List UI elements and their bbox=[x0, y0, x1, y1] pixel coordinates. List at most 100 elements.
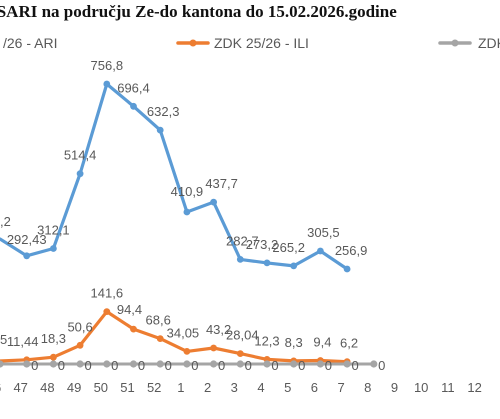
point-26-ari-48 bbox=[50, 245, 57, 252]
chart-title: /SARI na području Ze-do kantona do 15.02… bbox=[0, 2, 397, 21]
point-zdk-6 bbox=[316, 360, 324, 368]
x-tick-5: 5 bbox=[284, 380, 291, 395]
x-tick-49: 49 bbox=[67, 380, 81, 395]
series-line-26-ari bbox=[0, 82, 349, 271]
data-label-zdk-5: 0 bbox=[298, 358, 305, 373]
data-label-ili-partial: 5 bbox=[0, 332, 7, 347]
legend-marker-zdk bbox=[451, 39, 459, 47]
x-tick-9: 9 bbox=[391, 380, 398, 395]
data-label-26-ari-5: 265,2 bbox=[272, 240, 305, 255]
x-tick-8: 8 bbox=[364, 380, 371, 395]
data-label-zdk-25-26-ili-4: 12,3 bbox=[254, 333, 279, 348]
point-zdk-52 bbox=[156, 360, 164, 368]
point-26-ari-4 bbox=[263, 259, 271, 267]
chart-legend: /26 - ARI ZDK 25/26 - ILI ZDK bbox=[3, 35, 500, 51]
point-zdk-25-26-ili-50 bbox=[103, 308, 111, 315]
point-zdk-1 bbox=[183, 360, 191, 368]
data-label-26-ari-7: 256,9 bbox=[335, 243, 368, 258]
x-axis-ticks: 46474849505152123456789101112 bbox=[0, 380, 482, 395]
data-label-zdk-48: 0 bbox=[58, 358, 65, 373]
data-label-zdk-25-26-ili-5: 8,3 bbox=[285, 335, 303, 350]
data-label-zdk-2: 0 bbox=[218, 358, 225, 373]
point-zdk-25-26-ili-52 bbox=[156, 335, 164, 342]
data-label-ari-partial: ,2 bbox=[0, 214, 11, 229]
data-label-zdk-1: 0 bbox=[191, 358, 198, 373]
x-tick-47: 47 bbox=[13, 380, 27, 395]
series-26-ari bbox=[0, 80, 351, 273]
legend-label-26-ari: /26 - ARI bbox=[3, 35, 57, 51]
point-zdk-25-26-ili-49 bbox=[76, 341, 84, 349]
data-label-zdk-8: 0 bbox=[378, 358, 385, 373]
data-label-zdk-25-26-ili-51: 94,4 bbox=[117, 302, 142, 317]
point-zdk-4 bbox=[263, 360, 271, 368]
x-tick-1: 1 bbox=[177, 380, 184, 395]
series-line-zdk-25-26-ili bbox=[0, 310, 349, 364]
data-label-zdk-49: 0 bbox=[84, 358, 91, 373]
point-zdk-3 bbox=[236, 360, 244, 368]
legend-marker-zdk-25-26-ili bbox=[189, 39, 197, 47]
point-zdk-8 bbox=[370, 360, 378, 368]
point-26-ari-49 bbox=[76, 170, 84, 178]
data-label-26-ari-6: 305,5 bbox=[307, 225, 340, 240]
data-label-zdk-3: 0 bbox=[245, 358, 252, 373]
point-zdk-48 bbox=[49, 360, 58, 368]
data-label-26-ari-1: 410,9 bbox=[171, 184, 204, 199]
data-label-zdk-25-26-ili-52: 68,6 bbox=[146, 313, 171, 328]
data-label-26-ari-3: 282,7 bbox=[226, 233, 259, 248]
data-label-26-ari-49: 514,4 bbox=[64, 148, 97, 163]
x-tick-12: 12 bbox=[467, 380, 481, 395]
point-26-ari-2 bbox=[210, 198, 218, 206]
data-label-zdk-4: 0 bbox=[271, 358, 278, 373]
data-label-zdk-25-26-ili-3: 28,04 bbox=[226, 328, 259, 343]
x-tick-10: 10 bbox=[414, 380, 428, 395]
data-label-zdk-25-26-ili-50: 141,6 bbox=[91, 286, 124, 301]
point-26-ari-51 bbox=[130, 102, 137, 110]
point-zdk-5 bbox=[290, 360, 298, 368]
series-zdk bbox=[0, 360, 378, 368]
data-label-26-ari-48: 312,1 bbox=[37, 223, 70, 238]
x-tick-46: 46 bbox=[0, 380, 1, 395]
data-label-zdk-25-26-ili-47: 11,44 bbox=[7, 334, 39, 349]
data-label-26-ari-51: 696,4 bbox=[117, 80, 150, 95]
point-zdk-25-26-ili-2 bbox=[210, 344, 218, 352]
point-26-ari-7 bbox=[343, 265, 351, 273]
x-tick-3: 3 bbox=[231, 380, 238, 395]
point-26-ari-52 bbox=[156, 126, 164, 134]
data-label-zdk-25-26-ili-2: 43,2 bbox=[206, 322, 231, 337]
data-label-26-ari-50: 756,8 bbox=[91, 58, 124, 73]
data-label-zdk-50: 0 bbox=[111, 358, 118, 373]
data-label-zdk-25-26-ili-7: 6,2 bbox=[340, 336, 358, 351]
legend-label-zdk: ZDK bbox=[478, 35, 500, 51]
data-label-zdk-52: 0 bbox=[165, 358, 172, 373]
data-label-zdk-47: 0 bbox=[31, 358, 38, 373]
point-26-ari-5 bbox=[290, 262, 298, 270]
x-tick-2: 2 bbox=[204, 380, 211, 395]
point-zdk-25-26-ili-51 bbox=[130, 325, 137, 333]
legend-label-zdk-25-26-ili: ZDK 25/26 - ILI bbox=[214, 35, 309, 51]
data-label-zdk-25-26-ili-49: 50,6 bbox=[67, 319, 92, 334]
x-tick-6: 6 bbox=[311, 380, 318, 395]
point-26-ari-1 bbox=[183, 208, 191, 216]
data-label-zdk-7: 0 bbox=[351, 358, 358, 373]
legend-entry-26-ari: /26 - ARI bbox=[3, 35, 57, 51]
point-zdk-46 bbox=[0, 360, 4, 368]
point-zdk-7 bbox=[343, 360, 351, 368]
data-label-zdk-6: 0 bbox=[325, 358, 332, 373]
data-label-26-ari-4: 273,2 bbox=[246, 237, 279, 252]
point-zdk-25-26-ili-3 bbox=[236, 350, 244, 357]
point-26-ari-50 bbox=[103, 80, 111, 88]
point-26-ari-6 bbox=[317, 247, 324, 255]
point-zdk-25-26-ili-48 bbox=[50, 353, 57, 361]
x-tick-7: 7 bbox=[337, 380, 344, 395]
data-label-26-ari-2: 437,7 bbox=[205, 176, 238, 191]
point-zdk-49 bbox=[76, 360, 84, 368]
series-layer bbox=[0, 80, 378, 368]
data-label-zdk-25-26-ili-48: 18,3 bbox=[41, 331, 66, 346]
point-zdk-2 bbox=[210, 360, 218, 368]
x-tick-4: 4 bbox=[257, 380, 264, 395]
point-zdk-50 bbox=[103, 360, 111, 368]
point-zdk-25-26-ili-1 bbox=[183, 348, 191, 355]
data-label-26-ari-47: 292,43 bbox=[7, 232, 47, 247]
